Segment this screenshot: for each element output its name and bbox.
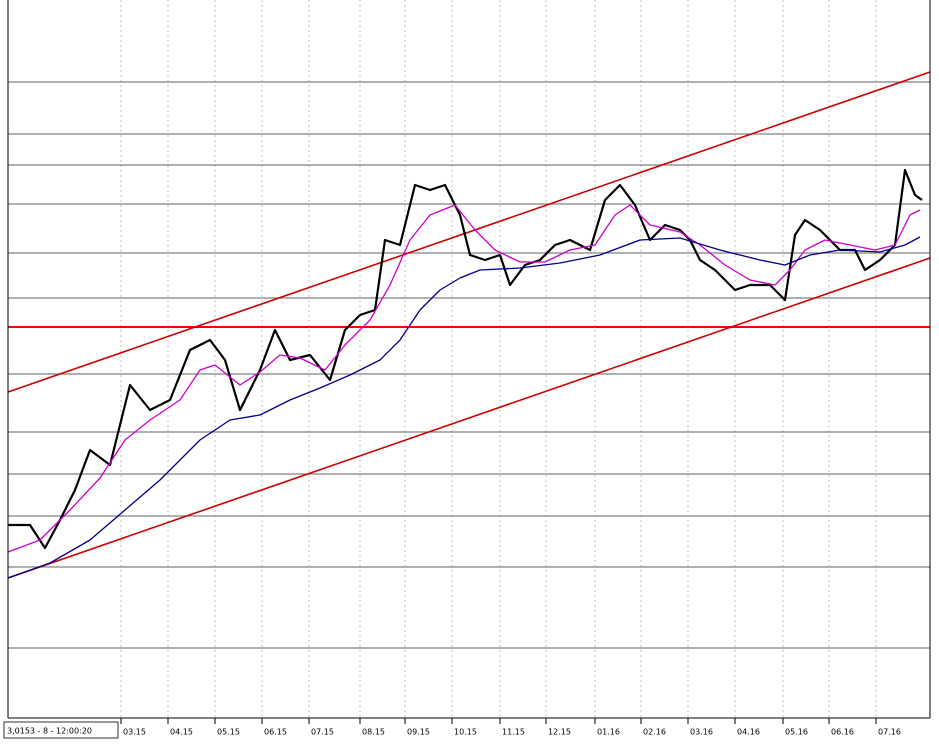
x-tick-label: 12.15 — [548, 728, 571, 737]
x-tick-label: 05.15 — [217, 728, 240, 737]
series-line — [7, 236, 921, 579]
x-tick-label: 07.16 — [878, 728, 901, 737]
x-tick-label: 08.15 — [362, 728, 385, 737]
plot — [7, 71, 931, 649]
x-tick-label: 03.15 — [123, 728, 146, 737]
trend-line — [7, 257, 931, 579]
info-box — [3, 721, 119, 739]
series-line — [7, 204, 921, 553]
x-axis: 03.15 04.15 05.15 06.15 07.15 08.15 09.15 10.15… — [120, 718, 901, 737]
x-tick-label: 02.16 — [643, 728, 666, 737]
trend-line — [7, 71, 931, 393]
x-tick-label: 10.15 — [454, 728, 477, 737]
info-label: 3,0153 - 8 - 12:00:20 — [7, 727, 92, 736]
x-tick-label: 04.16 — [737, 728, 760, 737]
x-tick-label: 05.16 — [785, 728, 808, 737]
x-tick-label: 07.15 — [311, 728, 334, 737]
x-tick-label: 11.15 — [502, 728, 525, 737]
x-tick-label: 01.16 — [597, 728, 620, 737]
x-tick-label: 04.15 — [170, 728, 193, 737]
series-line — [8, 168, 923, 550]
x-tick-label: 06.15 — [264, 728, 287, 737]
x-tick-label: 06.16 — [831, 728, 854, 737]
x-tick-label: 09.15 — [407, 728, 430, 737]
x-tick-label: 03.16 — [690, 728, 713, 737]
